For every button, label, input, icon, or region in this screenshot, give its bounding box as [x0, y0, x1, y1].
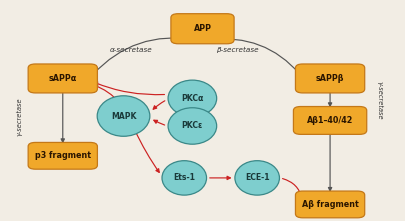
Text: α-secretase: α-secretase — [110, 47, 153, 53]
Text: β-secretase: β-secretase — [215, 47, 258, 53]
FancyBboxPatch shape — [28, 64, 97, 93]
Ellipse shape — [168, 108, 217, 144]
FancyBboxPatch shape — [293, 107, 367, 134]
Text: ECE-1: ECE-1 — [245, 173, 269, 182]
Text: PKCε: PKCε — [182, 122, 203, 130]
Text: Aβ fragment: Aβ fragment — [302, 200, 358, 209]
Text: Aβ1–40/42: Aβ1–40/42 — [307, 116, 353, 125]
Ellipse shape — [162, 161, 207, 195]
Ellipse shape — [235, 161, 279, 195]
FancyBboxPatch shape — [295, 64, 364, 93]
Text: γ-secretase: γ-secretase — [16, 98, 23, 136]
Text: PKCα: PKCα — [181, 94, 204, 103]
Text: sAPPβ: sAPPβ — [316, 74, 344, 83]
Text: sAPPα: sAPPα — [49, 74, 77, 83]
Ellipse shape — [97, 96, 150, 136]
Text: Ets-1: Ets-1 — [173, 173, 195, 182]
FancyBboxPatch shape — [295, 191, 364, 218]
FancyBboxPatch shape — [28, 142, 97, 169]
Text: APP: APP — [194, 24, 211, 33]
Ellipse shape — [168, 80, 217, 116]
FancyBboxPatch shape — [171, 14, 234, 44]
Text: p3 fragment: p3 fragment — [35, 151, 91, 160]
Text: MAPK: MAPK — [111, 112, 136, 120]
Text: γ-secretase: γ-secretase — [377, 81, 383, 119]
